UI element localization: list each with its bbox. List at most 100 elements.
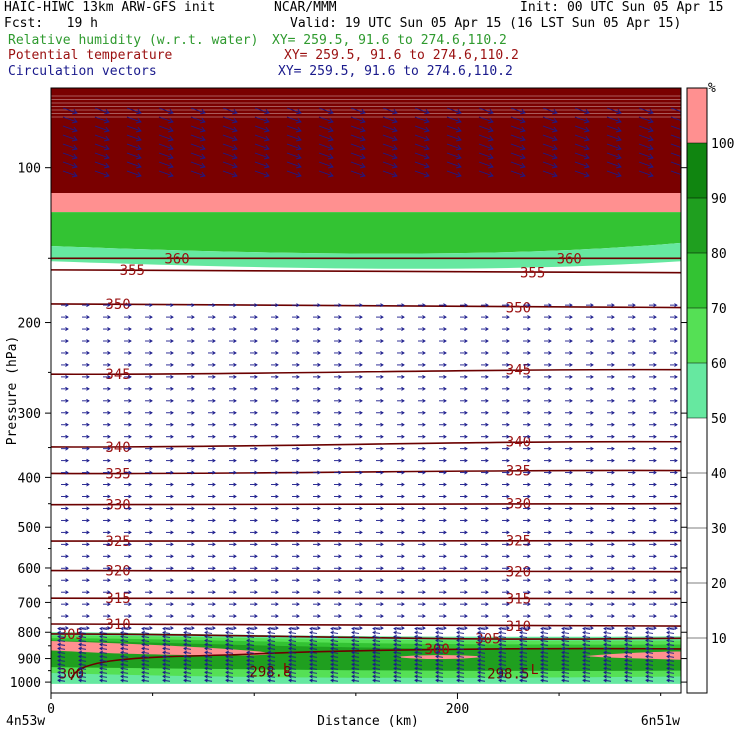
circulation-vector (393, 639, 402, 642)
circulation-vector-head (569, 542, 573, 547)
circulation-vector-head (611, 506, 615, 511)
circulation-vector-head (603, 634, 607, 639)
circulation-vector-head (624, 666, 628, 671)
circulation-vector-head (275, 506, 279, 511)
circulation-vector (222, 107, 238, 114)
circulation-vector-head (191, 339, 195, 343)
circulation-vector-head (183, 634, 187, 639)
x-endpoint-end: 6n51w (641, 714, 680, 729)
circulation-vector-head (582, 634, 586, 639)
circulation-vector (204, 663, 213, 666)
circulation-vector-head (422, 614, 426, 619)
circulation-vector (351, 627, 360, 630)
circulation-vector-head (191, 566, 195, 571)
circulation-vector-head (527, 518, 531, 523)
circulation-vector-head (443, 315, 447, 320)
circulation-vector-head (414, 634, 418, 639)
circulation-vector-head (330, 642, 334, 647)
y-tick-label: 300 (18, 407, 41, 422)
circulation-vector-head (162, 626, 166, 631)
colorbar-unit: % (708, 81, 716, 96)
circulation-vector-head (393, 638, 397, 643)
circulation-vector-head (443, 494, 447, 499)
circulation-vector-head (162, 670, 166, 675)
circulation-vector (446, 161, 462, 168)
circulation-vector-head (582, 674, 586, 679)
circulation-vector-head (392, 135, 398, 142)
circulation-vector-head (616, 135, 622, 142)
circulation-vector-head (233, 351, 237, 355)
circulation-vector-head (288, 674, 292, 679)
circulation-vector-head (653, 626, 657, 631)
circulation-vector-head (401, 506, 405, 511)
rh-fill-band-upper (51, 242, 681, 269)
circulation-vector (414, 116, 430, 123)
circulation-vector-head (653, 374, 657, 379)
circulation-vector-head (527, 506, 531, 511)
circulation-vector-head (548, 351, 552, 355)
circulation-vector (318, 107, 334, 114)
circulation-vector-head (443, 446, 447, 451)
rh-fill-band-below-ground (51, 683, 681, 693)
circulation-vector-head (464, 518, 468, 523)
circulation-vector-head (107, 446, 111, 451)
circulation-vector (414, 627, 423, 630)
circulation-vector-head (296, 351, 300, 355)
circulation-vector-head (477, 650, 481, 655)
circulation-vector-head (380, 374, 384, 379)
circulation-vector (603, 647, 612, 650)
circulation-vector (561, 627, 570, 630)
circulation-vector-head (212, 351, 216, 355)
circulation-vector-head (603, 674, 607, 679)
circulation-vector-head (78, 662, 82, 667)
circulation-vector-head (527, 374, 531, 379)
circulation-vector-head (191, 614, 195, 619)
circulation-vector (582, 643, 591, 646)
circulation-vector-head (380, 422, 384, 427)
circulation-vector-head (540, 646, 544, 651)
circulation-vector-head (393, 626, 397, 631)
circulation-vector (158, 170, 174, 177)
circulation-vector-head (86, 315, 90, 320)
circulation-vector-head (414, 642, 418, 647)
circulation-vector (288, 667, 297, 670)
circulation-vector-head (338, 506, 342, 511)
circulation-vector (99, 671, 108, 674)
circulation-vector-head (328, 171, 334, 178)
circulation-vector-head (422, 398, 426, 403)
circulation-vector-head (338, 434, 342, 439)
circulation-vector-head (372, 658, 376, 663)
circulation-vector-head (191, 362, 195, 367)
circulation-vector-head (86, 362, 90, 367)
circulation-vector (624, 659, 633, 662)
circulation-vector-head (183, 658, 187, 663)
circulation-vector-head (65, 506, 69, 511)
circulation-vector-head (107, 482, 111, 487)
circulation-vector-head (527, 422, 531, 427)
circulation-vector (498, 659, 507, 662)
valid-time: Valid: 19 UTC Sun 05 Apr 15 (16 LST Sun … (290, 16, 682, 31)
theta-contour-dense-line (51, 102, 681, 104)
circulation-vector (286, 143, 302, 150)
circulation-vector-head (359, 374, 363, 379)
circulation-vector-head (527, 566, 531, 571)
circulation-vector-head (351, 662, 355, 667)
circulation-vector-head (569, 410, 573, 415)
circulation-vector-head (296, 339, 300, 343)
circulation-vector-head (422, 554, 426, 559)
circulation-vector-head (141, 678, 145, 683)
theta-contour-label: 340 (105, 440, 130, 456)
circulation-vector (158, 161, 174, 168)
circulation-vector (582, 639, 591, 642)
circulation-vector (120, 675, 129, 678)
circulation-vector-head (359, 351, 363, 355)
circulation-vector (670, 170, 681, 176)
circulation-vector-head (443, 482, 447, 487)
circulation-vector-head (232, 153, 238, 160)
circulation-vector-head (128, 315, 132, 320)
circulation-vector-head (86, 482, 90, 487)
circulation-vector-head (645, 626, 649, 631)
circulation-vector (393, 651, 402, 654)
circulation-vector-head (548, 626, 552, 631)
circulation-vector-head (275, 470, 279, 475)
